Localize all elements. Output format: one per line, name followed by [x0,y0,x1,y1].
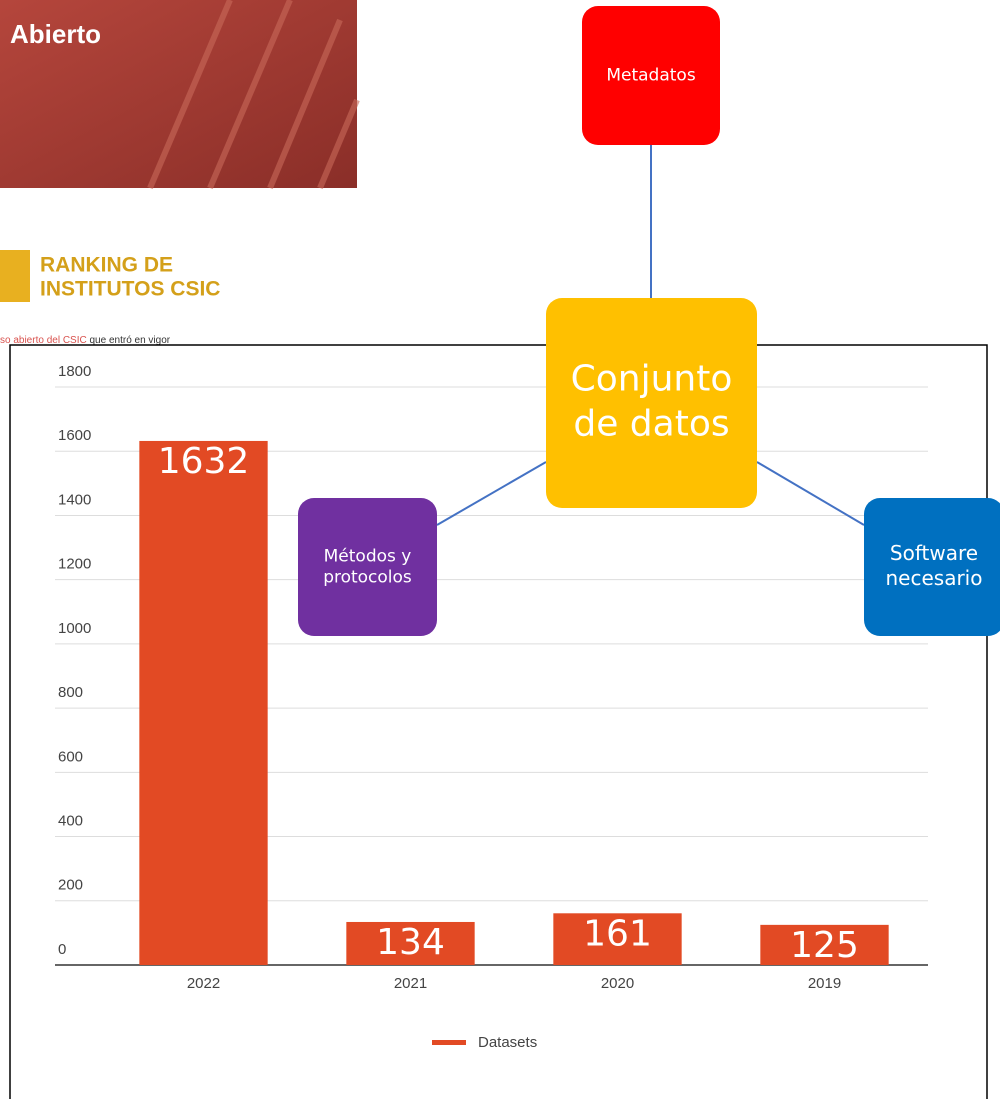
y-tick-label: 400 [58,813,83,830]
node-label: Métodos y [324,546,412,566]
y-tick-label: 600 [58,748,83,765]
legend-swatch [432,1040,466,1045]
y-tick-label: 800 [58,684,83,701]
y-tick-label: 200 [58,877,83,894]
data-label: 134 [376,922,445,963]
legend-label: Datasets [478,1034,537,1051]
banner-title: Abierto [10,19,101,49]
y-tick-label: 1600 [58,427,91,444]
page-link[interactable]: so abierto del CSIC [0,335,87,346]
logo-text: INSTITUTOS CSIC [40,278,220,301]
logo-icon [0,250,30,302]
y-tick-label: 0 [58,941,66,958]
data-label: 161 [583,913,652,954]
x-tick-label: 2020 [601,975,634,992]
node-label: Metadatos [606,66,695,86]
page-text-rest: que entró en vigor [87,335,171,346]
x-tick-label: 2022 [187,975,220,992]
page: Abierto RANKING DE INSTITUTOS CSIC so ab… [0,0,1000,1099]
node-label: de datos [573,404,729,445]
node-label: Software [890,541,978,565]
bar [139,441,267,965]
logo-text: RANKING DE [40,254,173,277]
node-label: protocolos [323,568,412,588]
y-tick-label: 1800 [58,363,91,380]
data-label: 125 [790,925,859,966]
x-tick-label: 2019 [808,975,841,992]
node-label: Conjunto [571,359,733,400]
node-label: necesario [886,566,983,590]
y-tick-label: 1000 [58,620,91,637]
x-tick-label: 2021 [394,975,427,992]
y-tick-label: 1200 [58,556,91,573]
data-label: 1632 [158,441,250,482]
y-tick-label: 1400 [58,491,91,508]
page-text: so abierto del CSIC que entró en vigor [0,335,171,346]
